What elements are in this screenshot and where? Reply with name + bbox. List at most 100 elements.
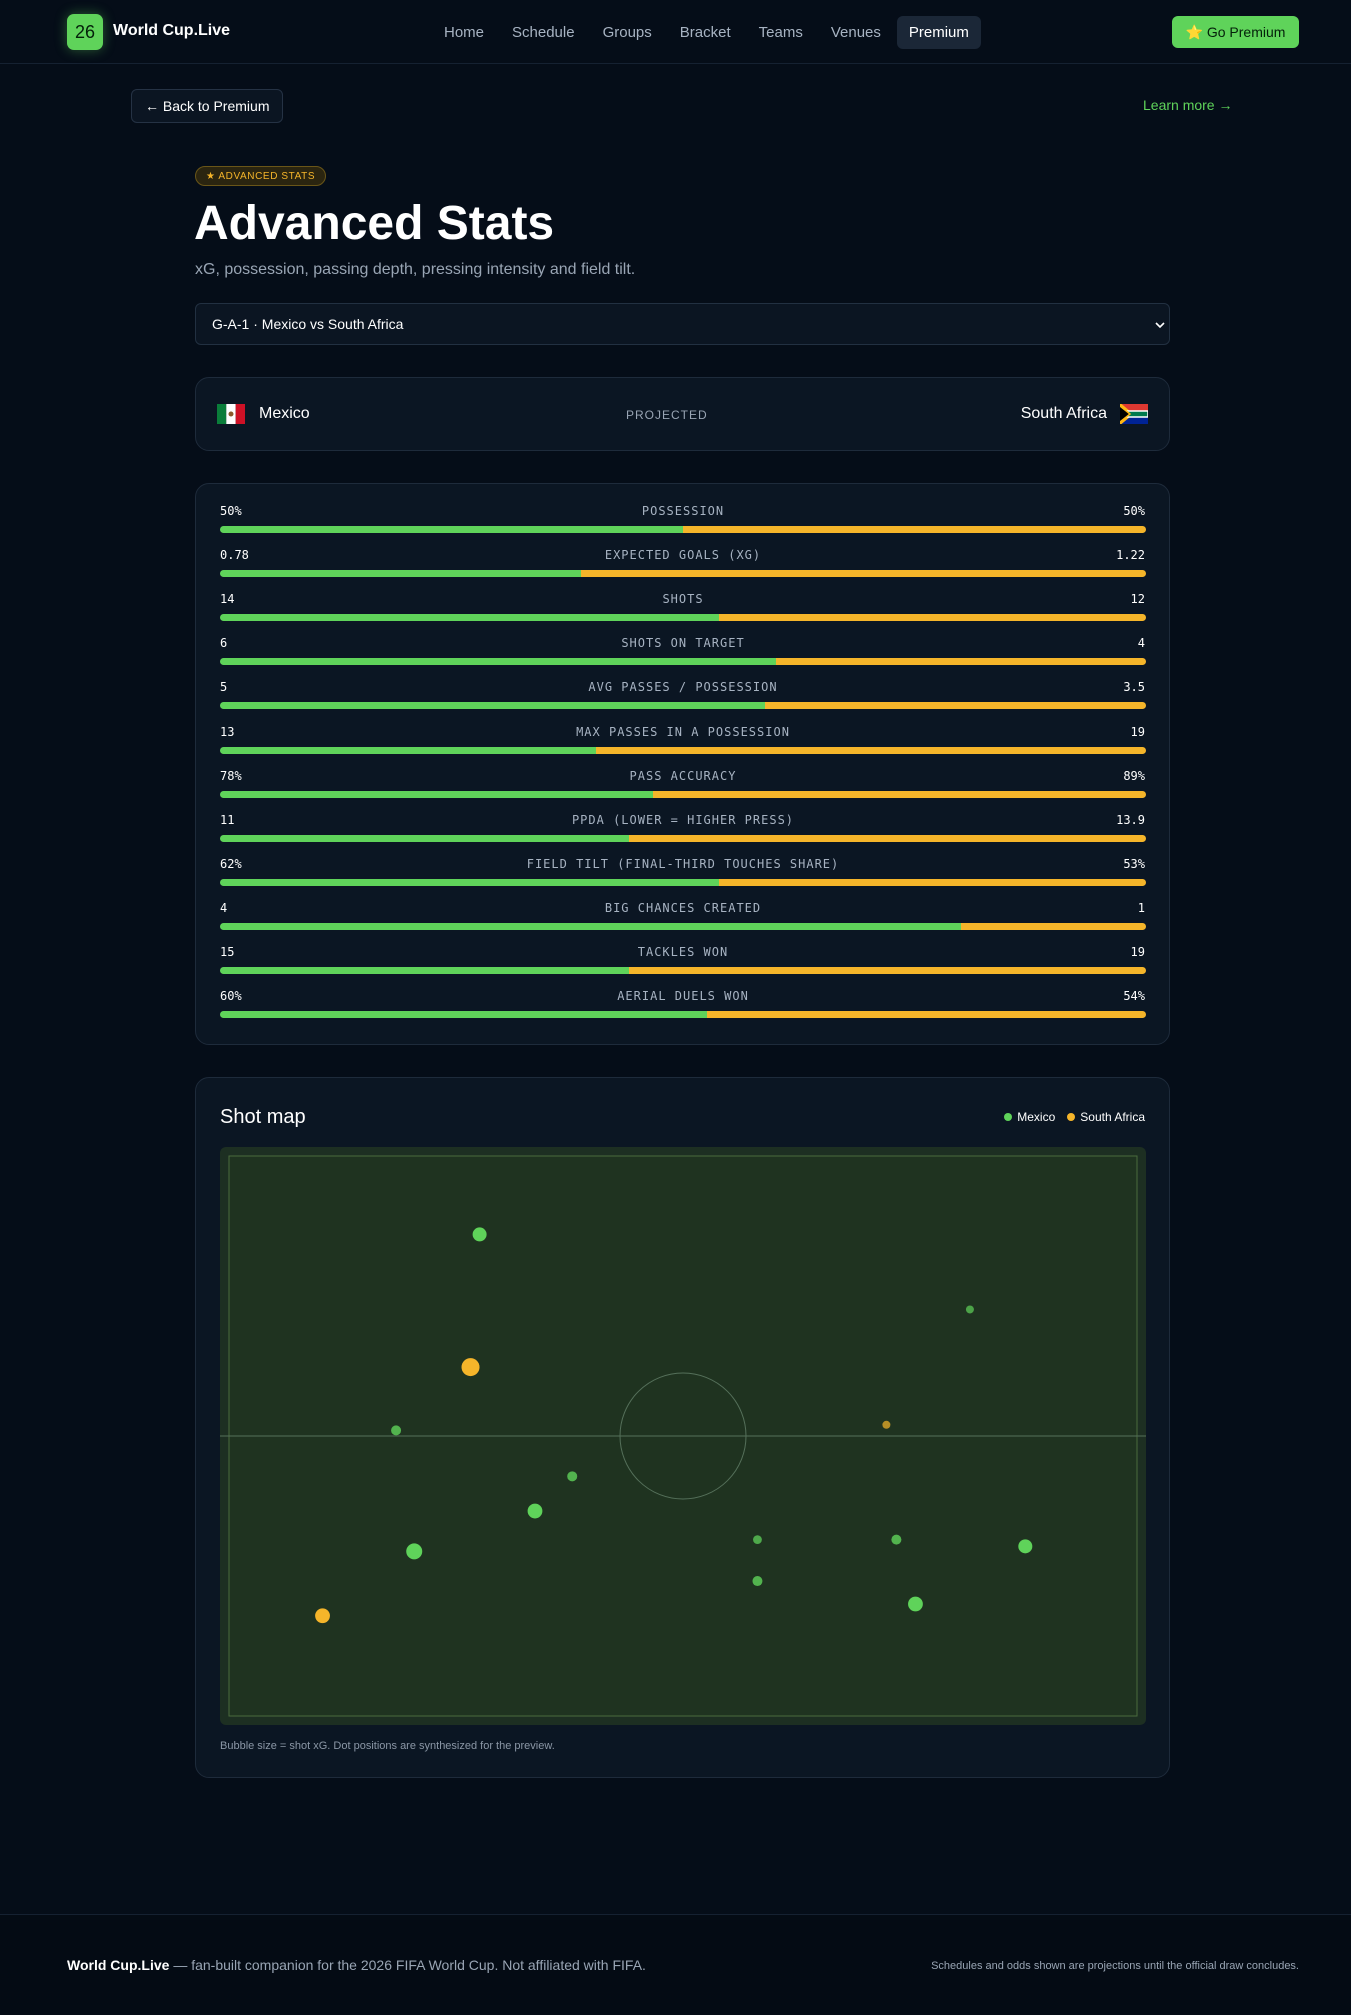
- nav-link[interactable]: Premium: [896, 16, 981, 49]
- stat-home-value: 11: [220, 812, 235, 827]
- stat-bar-away: [628, 967, 1146, 974]
- stat-home-value: 0.78: [220, 548, 249, 563]
- stat-home-value: 4: [220, 900, 228, 915]
- footer: World Cup.Live — fan-built companion for…: [0, 1914, 1351, 2015]
- page-title: Advanced Stats: [194, 197, 555, 250]
- shot-dot: [752, 1576, 763, 1587]
- legend-label: Mexico: [1017, 1110, 1056, 1124]
- stat-home-value: 60%: [220, 989, 242, 1004]
- stat-label: PASS ACCURACY: [629, 768, 737, 783]
- footer-note: — fan-built companion for the 2026 FIFA …: [173, 1957, 646, 1973]
- stat-home-value: 6: [220, 636, 228, 651]
- stat-away-value: 89%: [1123, 768, 1145, 783]
- stat-bar-home: [220, 526, 683, 533]
- footer-text: World Cup.Live — fan-built companion for…: [67, 1957, 646, 1973]
- stat-bar-home: [220, 1011, 708, 1019]
- stat-bar-home: [220, 658, 776, 666]
- shot-dot: [965, 1305, 974, 1314]
- stat-away-value: 53%: [1123, 856, 1145, 871]
- legend-item: Mexico: [1004, 1110, 1055, 1124]
- stat-bar-away: [652, 790, 1146, 798]
- stat-away-value: 1: [1137, 900, 1145, 915]
- back-button[interactable]: ← Back to Premium: [131, 89, 284, 123]
- navbar: 26 World Cup.Live Home Schedule Groups B…: [0, 0, 1351, 64]
- stat-home-value: 62%: [220, 856, 242, 871]
- stat-label: AERIAL DUELS WON: [617, 989, 749, 1004]
- stat-away-value: 54%: [1123, 989, 1145, 1004]
- shot-dot: [315, 1608, 330, 1624]
- stat-bar-away: [764, 702, 1146, 710]
- stat-bar-away: [718, 614, 1146, 622]
- nav-link[interactable]: Teams: [758, 24, 803, 41]
- stat-label: EXPECTED GOALS (XG): [604, 548, 762, 563]
- shot-dot: [461, 1358, 480, 1377]
- away-team: South Africa: [1020, 405, 1107, 422]
- stat-away-value: 19: [1130, 945, 1145, 959]
- stat-bar-away: [596, 746, 1146, 754]
- stat-label: TACKLES WON: [637, 945, 729, 959]
- stat-bar-away: [707, 1011, 1146, 1019]
- logo-badge[interactable]: 26: [67, 14, 103, 50]
- stat-home-value: 5: [220, 680, 228, 695]
- stat-bar-away: [960, 922, 1146, 930]
- shot-dot: [891, 1534, 902, 1545]
- legend-dot: [1004, 1113, 1013, 1121]
- stat-label: SHOTS ON TARGET: [621, 636, 745, 651]
- brand[interactable]: World Cup.Live: [113, 22, 231, 39]
- cta-button[interactable]: ⭐ Go Premium: [1172, 16, 1299, 48]
- learn-more-link[interactable]: Learn more →: [1143, 97, 1233, 113]
- stat-label: MAX PASSES IN A POSSESSION: [576, 724, 790, 739]
- nav-link[interactable]: Venues: [830, 24, 881, 41]
- legend-item: South Africa: [1067, 1110, 1145, 1124]
- nav-link[interactable]: Schedule: [512, 24, 575, 41]
- legend: Mexico South Africa: [1004, 1110, 1145, 1124]
- stat-bar-home: [220, 570, 582, 578]
- stat-bar-home: [220, 614, 719, 622]
- shot-dot: [567, 1471, 578, 1482]
- shot-dot: [882, 1420, 891, 1429]
- nav-link[interactable]: Bracket: [679, 24, 731, 41]
- pitch: [220, 1147, 1146, 1725]
- stat-bar-away: [683, 526, 1146, 533]
- stat-bar-home: [220, 746, 597, 754]
- select-text: G-A-1 · Mexico vs South Africa: [212, 316, 404, 332]
- match-card: Mexico PROJECTED South Africa: [195, 377, 1170, 451]
- match-status: PROJECTED: [626, 408, 708, 422]
- flag-south-africa: [1120, 404, 1148, 424]
- shot-map-note: Bubble size = shot xG. Dot positions are…: [220, 1740, 555, 1752]
- stat-bar-away: [629, 834, 1146, 842]
- match-select[interactable]: G-A-1 · Mexico vs South Africa: [195, 303, 1170, 345]
- shot-dot: [753, 1535, 762, 1544]
- stat-bar-away: [775, 658, 1146, 666]
- page-subtitle: xG, possession, passing depth, pressing …: [195, 261, 636, 278]
- stat-label: POSSESSION: [641, 504, 725, 518]
- stat-away-value: 50%: [1123, 504, 1145, 518]
- stat-home-value: 78%: [220, 768, 242, 783]
- section-badge: ★ ADVANCED STATS: [195, 166, 327, 186]
- shot-dot: [1018, 1539, 1033, 1554]
- stat-bar-home: [220, 967, 629, 974]
- nav-link[interactable]: Home: [444, 24, 485, 41]
- shot-dot: [391, 1425, 402, 1436]
- stats-card: 50% POSSESSION 50% 0.78 EXPECTED GOALS (XG) 1…: [195, 483, 1170, 1045]
- stat-label: BIG CHANCES CREATED: [604, 900, 762, 915]
- footer-brand: World Cup.Live: [67, 1957, 170, 1973]
- shot-dot: [406, 1543, 423, 1560]
- shot-dot: [472, 1227, 487, 1242]
- chevron: [1155, 322, 1165, 329]
- stat-label: SHOTS: [662, 592, 704, 607]
- stat-home-value: 50%: [220, 504, 242, 518]
- stat-bar-away: [719, 878, 1146, 886]
- stat-away-value: 3.5: [1123, 680, 1145, 695]
- stat-bar-home: [220, 790, 653, 798]
- nav-link[interactable]: Groups: [602, 24, 652, 41]
- stat-home-value: 15: [220, 945, 235, 959]
- stat-bar-home: [220, 834, 630, 842]
- shot-map-card: Shot map Mexico South Africa Bubble size …: [195, 1077, 1170, 1778]
- nav-links: Home Schedule Groups Bracket Teams Venue…: [432, 16, 981, 49]
- home-team: Mexico: [259, 405, 310, 422]
- footer-right: Schedules and odds shown are projections…: [931, 1960, 1299, 1972]
- stat-away-value: 19: [1130, 724, 1145, 739]
- stat-label: FIELD TILT (FINAL-THIRD TOUCHES SHARE): [526, 856, 840, 871]
